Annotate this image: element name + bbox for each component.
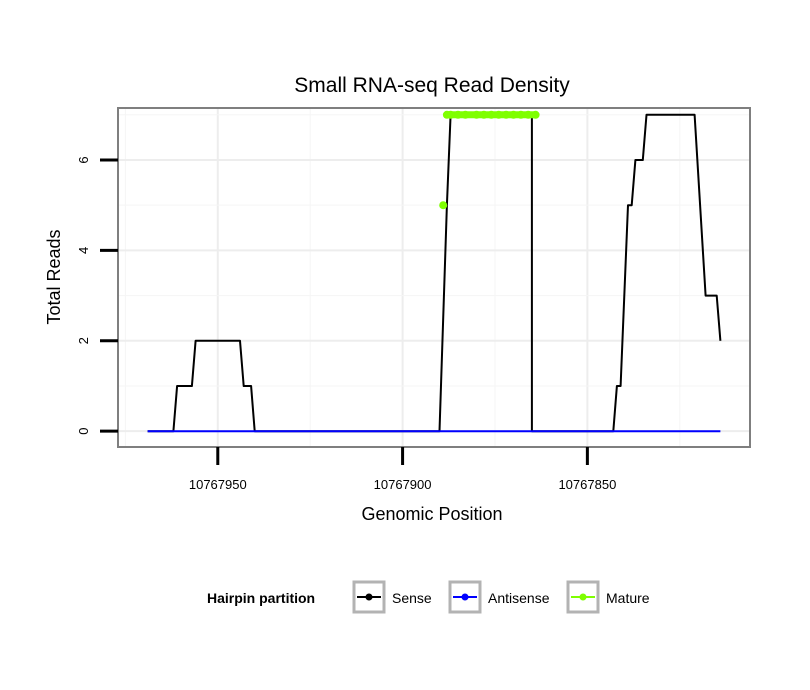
series-line-sense xyxy=(147,113,722,433)
y-tick-label: 2 xyxy=(76,337,91,344)
x-tick-label: 10767950 xyxy=(189,477,247,492)
legend-item-sense: Sense xyxy=(352,580,432,614)
axes: 0 2 4 6 10767950 10767900 10767850 xyxy=(76,156,616,492)
plot-panel-border xyxy=(117,107,751,448)
y-tick-label: 0 xyxy=(76,428,91,435)
data-point-mature xyxy=(487,110,496,119)
legend-key-sense-point xyxy=(365,593,373,601)
legend: Hairpin partition Sense Antisense Mature xyxy=(207,580,650,614)
data-point-mature xyxy=(479,110,488,119)
grid-lines xyxy=(118,108,750,447)
legend-label-sense: Sense xyxy=(392,590,432,606)
legend-key-antisense-point xyxy=(461,593,469,601)
legend-item-antisense: Antisense xyxy=(448,580,550,614)
legend-label-antisense: Antisense xyxy=(488,590,550,606)
legend-title: Hairpin partition xyxy=(207,590,315,606)
legend-label-mature: Mature xyxy=(606,590,650,606)
y-axis-title: Total Reads xyxy=(44,229,64,324)
x-axis-title: Genomic Position xyxy=(361,504,502,524)
data-point-mature xyxy=(494,110,503,119)
data-point-mature xyxy=(516,110,525,119)
legend-key-mature-point xyxy=(579,593,587,601)
y-tick-label: 6 xyxy=(76,156,91,163)
data-point-mature xyxy=(502,110,511,119)
series-layer xyxy=(147,110,722,433)
data-point-mature xyxy=(509,110,518,119)
x-tick-label: 10767850 xyxy=(558,477,616,492)
data-point-mature xyxy=(439,201,448,210)
chart-title: Small RNA-seq Read Density xyxy=(294,74,570,97)
data-point-mature xyxy=(472,110,481,119)
x-tick-label: 10767900 xyxy=(374,477,432,492)
y-tick-label: 4 xyxy=(76,247,91,254)
data-point-mature xyxy=(446,110,455,119)
legend-item-mature: Mature xyxy=(566,580,650,614)
data-point-mature xyxy=(531,110,540,119)
data-point-mature xyxy=(454,110,462,119)
data-point-mature xyxy=(461,110,470,119)
data-point-mature xyxy=(524,110,533,119)
